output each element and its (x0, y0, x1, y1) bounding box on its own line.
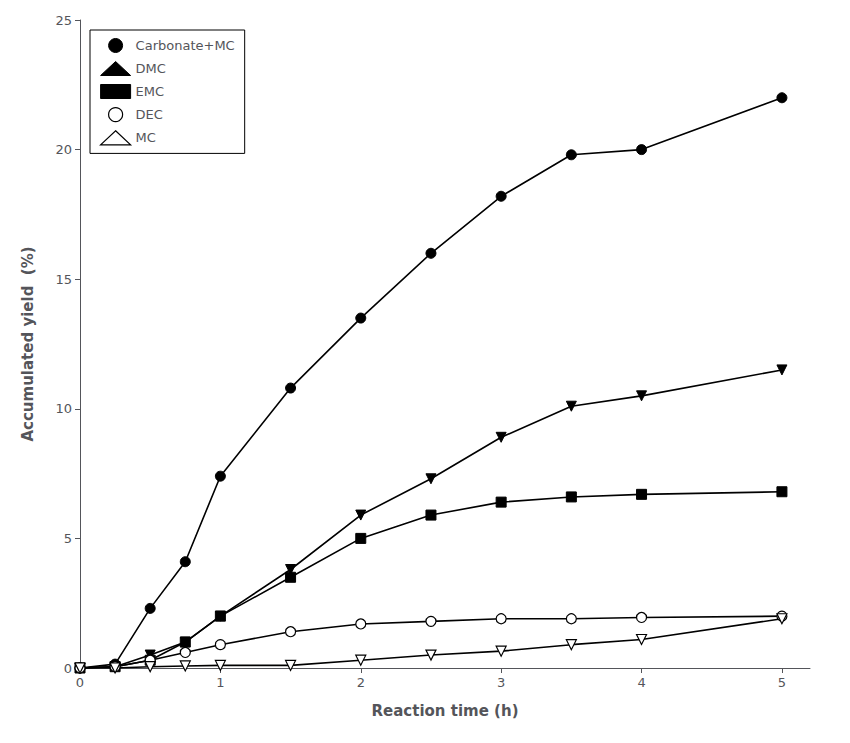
svg-text:0: 0 (64, 661, 72, 676)
svg-text:0: 0 (76, 675, 84, 690)
svg-text:MC: MC (136, 130, 156, 145)
svg-text:Carbonate+MC: Carbonate+MC (136, 38, 235, 53)
svg-text:DMC: DMC (136, 61, 166, 76)
svg-text:EMC: EMC (136, 84, 165, 99)
svg-text:4: 4 (637, 675, 645, 690)
svg-text:10: 10 (55, 401, 72, 416)
svg-text:Accumulated yield (%): Accumulated yield (%) (19, 246, 37, 441)
svg-text:5: 5 (778, 675, 786, 690)
svg-text:3: 3 (497, 675, 505, 690)
svg-text:1: 1 (216, 675, 224, 690)
svg-text:20: 20 (55, 142, 72, 157)
svg-text:DEC: DEC (136, 107, 163, 122)
svg-text:15: 15 (55, 272, 72, 287)
svg-text:2: 2 (357, 675, 365, 690)
svg-text:25: 25 (55, 13, 72, 28)
svg-text:Reaction time (h): Reaction time (h) (372, 702, 519, 720)
svg-text:5: 5 (64, 531, 72, 546)
